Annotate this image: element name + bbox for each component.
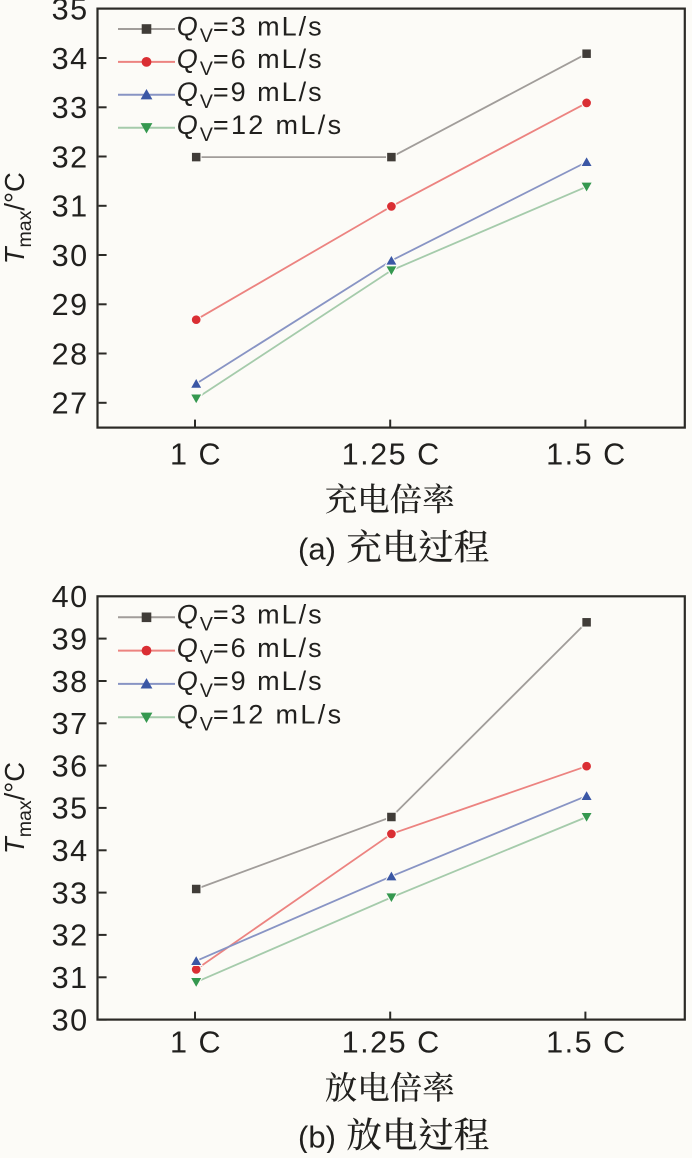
svg-text:33: 33: [52, 876, 89, 910]
svg-text:29: 29: [52, 288, 89, 322]
svg-text:QV=12 mL/s: QV=12 mL/s: [177, 110, 344, 146]
svg-text:QV=3 mL/s: QV=3 mL/s: [177, 11, 324, 47]
svg-text:40: 40: [52, 580, 89, 614]
svg-text:28: 28: [52, 337, 89, 371]
svg-text:Tmax/°C: Tmax/°C: [0, 762, 36, 854]
svg-text:QV=9 mL/s: QV=9 mL/s: [177, 77, 324, 113]
svg-text:(a): (a): [298, 532, 336, 567]
svg-text:31: 31: [52, 190, 89, 224]
svg-text:1.25 C: 1.25 C: [342, 1026, 441, 1060]
svg-text:1.25 C: 1.25 C: [342, 438, 441, 472]
svg-text:Tmax/°C: Tmax/°C: [0, 172, 36, 264]
svg-text:35: 35: [52, 792, 89, 826]
svg-text:34: 34: [52, 42, 89, 76]
svg-text:32: 32: [52, 140, 89, 174]
svg-text:32: 32: [52, 919, 89, 953]
svg-text:31: 31: [52, 961, 89, 995]
svg-text:QV=12 mL/s: QV=12 mL/s: [177, 700, 344, 736]
svg-text:30: 30: [52, 1003, 89, 1037]
svg-text:36: 36: [52, 749, 89, 783]
svg-text:1.5 C: 1.5 C: [546, 1026, 627, 1060]
svg-text:37: 37: [52, 707, 89, 741]
svg-text:35: 35: [52, 0, 89, 27]
svg-text:QV=9 mL/s: QV=9 mL/s: [177, 666, 324, 702]
svg-text:(b): (b): [298, 1120, 336, 1154]
svg-text:QV=3 mL/s: QV=3 mL/s: [177, 600, 324, 636]
svg-text:QV=6 mL/s: QV=6 mL/s: [177, 633, 324, 669]
svg-text:1.5 C: 1.5 C: [546, 438, 627, 472]
svg-text:1 C: 1 C: [170, 1026, 222, 1060]
svg-text:33: 33: [52, 91, 89, 125]
svg-text:27: 27: [52, 387, 89, 421]
svg-text:34: 34: [52, 834, 89, 868]
svg-text:30: 30: [52, 239, 89, 273]
svg-text:QV=6 mL/s: QV=6 mL/s: [177, 44, 324, 80]
svg-text:1 C: 1 C: [170, 438, 222, 472]
svg-text:39: 39: [52, 622, 89, 656]
svg-text:38: 38: [52, 665, 89, 699]
